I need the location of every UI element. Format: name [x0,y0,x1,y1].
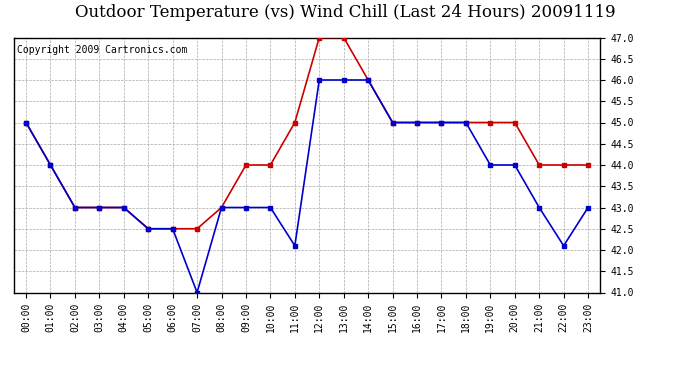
Text: Copyright 2009 Cartronics.com: Copyright 2009 Cartronics.com [17,45,187,55]
Text: Outdoor Temperature (vs) Wind Chill (Last 24 Hours) 20091119: Outdoor Temperature (vs) Wind Chill (Las… [75,4,615,21]
